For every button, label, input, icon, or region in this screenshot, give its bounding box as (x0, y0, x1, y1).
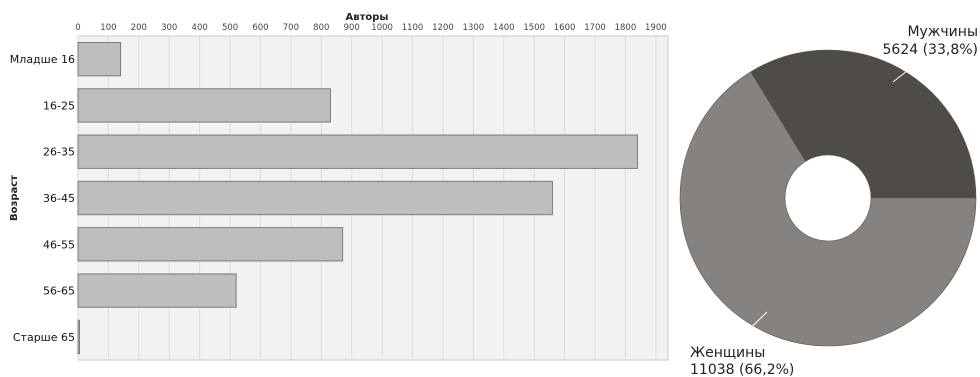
x-tick-label: 600 (252, 23, 268, 33)
x-tick-label: 1300 (463, 23, 485, 33)
category-label: 56-65 (43, 285, 75, 298)
x-tick-label: 700 (283, 23, 299, 33)
slice-value-label: 11038 (66,2%) (690, 362, 794, 377)
category-label: Старше 65 (13, 331, 75, 344)
leader-lines (735, 59, 922, 343)
slice-name-label: Мужчины (907, 24, 978, 40)
x-tick-label: 1000 (371, 23, 393, 33)
leader-line (735, 311, 768, 343)
x-tick-label: 1800 (615, 23, 637, 33)
donut-slice (679, 71, 977, 347)
x-tick-label: 1900 (645, 23, 667, 33)
x-tick-label: 400 (192, 23, 208, 33)
bar (77, 273, 237, 308)
slice-value-label: 5624 (33,8%) (883, 42, 978, 58)
category-labels: Младше 16 16-25 26-35 36-45 46-55 56-65 Старше… (10, 53, 75, 344)
x-tick-label: 0 (75, 23, 80, 33)
donut-slices (679, 49, 977, 347)
category-label: 26-35 (43, 146, 75, 159)
bar-chart: 0 100 200 300 400 500 600 700 800 900 1000 1100 1200… (9, 12, 669, 361)
x-tick-labels: 0 100 200 300 400 500 600 700 800 900 1000 1100 1200… (75, 23, 666, 33)
category-label: 46-55 (43, 238, 75, 251)
y-axis-title: Возраст (9, 175, 20, 221)
x-tick-label: 300 (161, 23, 177, 33)
x-tick-label: 900 (344, 23, 360, 33)
category-label: 36-45 (43, 192, 75, 205)
bar (77, 41, 122, 77)
x-tick-label: 200 (131, 23, 147, 33)
category-label: Младше 16 (10, 53, 75, 66)
x-tick-label: 100 (100, 23, 116, 33)
x-tick-label: 500 (222, 23, 238, 33)
x-tick-label: 1400 (493, 23, 515, 33)
x-axis-title: Авторы (346, 12, 389, 23)
slice-name-label: Женщины (690, 345, 765, 361)
bars (77, 41, 639, 355)
bar (77, 227, 344, 262)
bar (77, 319, 81, 355)
x-tick-label: 1600 (554, 23, 576, 33)
bar (77, 134, 639, 169)
bar (77, 180, 553, 216)
category-label: 16-25 (43, 99, 75, 112)
x-tick-label: 800 (313, 23, 329, 33)
x-tick-label: 1500 (523, 23, 545, 33)
leader-line (892, 59, 922, 83)
x-tick-label: 1700 (584, 23, 606, 33)
donut-slice (750, 49, 977, 199)
x-tick-label: 1100 (402, 23, 424, 33)
x-tick-label: 1200 (432, 23, 454, 33)
bar (77, 88, 331, 123)
